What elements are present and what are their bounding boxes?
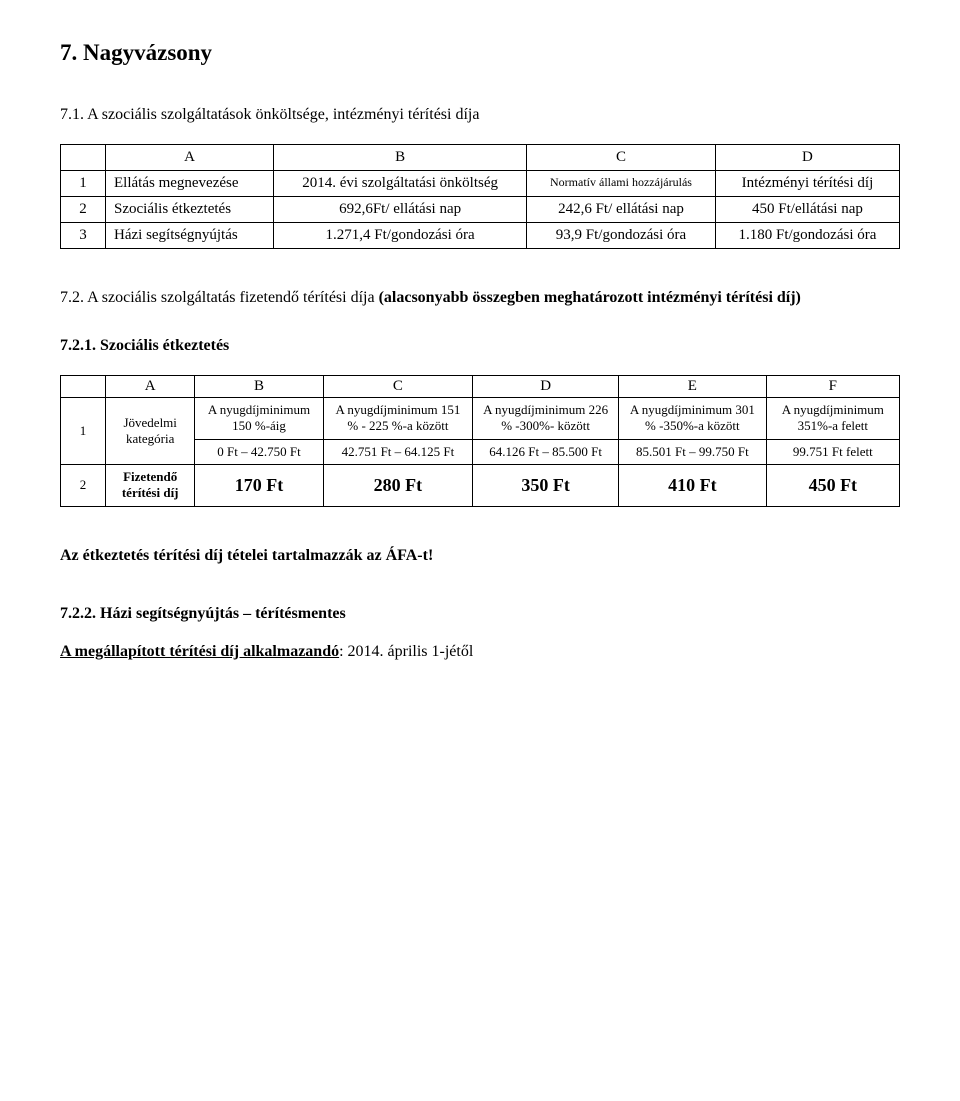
- table-header-row: A B C D E F: [61, 376, 900, 398]
- applied-from-label: A megállapított térítési díj alkalmazand…: [60, 643, 339, 660]
- col-d: D: [473, 376, 619, 398]
- cell: Fizetendő térítési díj: [106, 464, 195, 506]
- cell: Szociális étkeztetés: [106, 197, 274, 223]
- afa-note: Az étkeztetés térítési díj tételei tarta…: [60, 547, 900, 565]
- cell: 692,6Ft/ ellátási nap: [274, 197, 527, 223]
- cell: 280 Ft: [323, 464, 473, 506]
- cell: 1.180 Ft/gondozási óra: [715, 223, 899, 249]
- col-c: C: [527, 145, 716, 171]
- cell: Intézményi térítési díj: [715, 171, 899, 197]
- table-row: 2 Fizetendő térítési díj 170 Ft 280 Ft 3…: [61, 464, 900, 506]
- cell: 242,6 Ft/ ellátási nap: [527, 197, 716, 223]
- row-num: 3: [61, 223, 106, 249]
- table-row: 1 Ellátás megnevezése 2014. évi szolgált…: [61, 171, 900, 197]
- col-f: F: [766, 376, 899, 398]
- table-row: 2 Szociális étkeztetés 692,6Ft/ ellátási…: [61, 197, 900, 223]
- cell: A nyugdíjminimum 150 %-áig: [195, 398, 323, 440]
- page-title: 7. Nagyvázsony: [60, 40, 900, 66]
- applied-from: A megállapított térítési díj alkalmazand…: [60, 643, 900, 661]
- cell: 0 Ft – 42.750 Ft: [195, 439, 323, 464]
- section-7-2-title: 7.2. A szociális szolgáltatás fizetendő …: [60, 289, 900, 307]
- fee-table: A B C D E F 1 Jövedelmi kategória A nyug…: [60, 375, 900, 507]
- col-b: B: [195, 376, 323, 398]
- table-row: 1 Jövedelmi kategória A nyugdíjminimum 1…: [61, 398, 900, 440]
- col-b: B: [274, 145, 527, 171]
- section-7-1-title: 7.1. A szociális szolgáltatások önköltsé…: [60, 106, 900, 124]
- cell: A nyugdíjminimum 151 % - 225 %-a között: [323, 398, 473, 440]
- cell: 350 Ft: [473, 464, 619, 506]
- row-num: 2: [61, 197, 106, 223]
- cell: 2014. évi szolgáltatási önköltség: [274, 171, 527, 197]
- row-num: 2: [61, 464, 106, 506]
- cell: 450 Ft: [766, 464, 899, 506]
- cell: 93,9 Ft/gondozási óra: [527, 223, 716, 249]
- row-num: 1: [61, 171, 106, 197]
- cell: 410 Ft: [619, 464, 767, 506]
- section-7-2-1-title: 7.2.1. Szociális étkeztetés: [60, 337, 900, 355]
- header-blank: [61, 376, 106, 398]
- section-7-2-2-title: 7.2.2. Házi segítségnyújtás – térítésmen…: [60, 605, 900, 623]
- section-7-2-head: 7.2. A szociális szolgáltatás fizetendő …: [60, 289, 379, 306]
- cell: A nyugdíjminimum 226 % -300%- között: [473, 398, 619, 440]
- cell: A nyugdíjminimum 301 % -350%-a között: [619, 398, 767, 440]
- cell: 42.751 Ft – 64.125 Ft: [323, 439, 473, 464]
- col-a: A: [106, 376, 195, 398]
- col-c: C: [323, 376, 473, 398]
- cell: 170 Ft: [195, 464, 323, 506]
- col-a: A: [106, 145, 274, 171]
- table-header-row: A B C D: [61, 145, 900, 171]
- cell: Normatív állami hozzájárulás: [527, 171, 716, 197]
- row-num: 1: [61, 398, 106, 465]
- cost-table: A B C D 1 Ellátás megnevezése 2014. évi …: [60, 144, 900, 249]
- header-blank: [61, 145, 106, 171]
- cell: A nyugdíjminimum 351%-a felett: [766, 398, 899, 440]
- cell: 1.271,4 Ft/gondozási óra: [274, 223, 527, 249]
- applied-from-value: : 2014. április 1-jétől: [339, 643, 473, 660]
- col-d: D: [715, 145, 899, 171]
- cell: Jövedelmi kategória: [106, 398, 195, 465]
- cell: Ellátás megnevezése: [106, 171, 274, 197]
- col-e: E: [619, 376, 767, 398]
- cell: 64.126 Ft – 85.500 Ft: [473, 439, 619, 464]
- cell: 99.751 Ft felett: [766, 439, 899, 464]
- cell: Házi segítségnyújtás: [106, 223, 274, 249]
- section-7-2-tail: (alacsonyabb összegben meghatározott int…: [379, 289, 801, 306]
- cell: 450 Ft/ellátási nap: [715, 197, 899, 223]
- cell: 85.501 Ft – 99.750 Ft: [619, 439, 767, 464]
- table-row: 3 Házi segítségnyújtás 1.271,4 Ft/gondoz…: [61, 223, 900, 249]
